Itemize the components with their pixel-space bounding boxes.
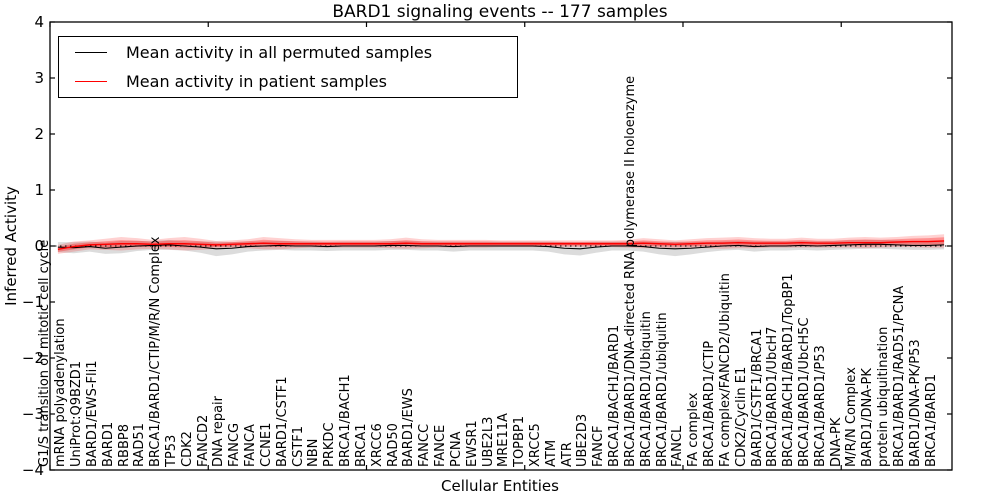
x-tick-label: FANCE (433, 424, 449, 467)
x-tick-label: BARD1/EWS-Fli1 (84, 360, 100, 468)
x-tick-label: BARD1/EWS (401, 388, 417, 467)
x-tick-label: BRCA1/BARD1/RAD51/PCNA (891, 285, 907, 467)
patient-mean-line (57, 240, 945, 251)
x-tick-label: FANCL (670, 425, 686, 467)
x-tick-label: BRCA1/BACH1/BARD1 (607, 324, 623, 467)
x-tick-label: TP53 (164, 434, 179, 467)
legend-line-permuted-icon (75, 52, 107, 53)
x-tick-label: BARD1/DNA-PK/P53 (907, 339, 923, 467)
x-tick-label: CDK2/Cyclin E1 (733, 366, 749, 467)
x-tick-label: BRCA1/BACH1 (338, 374, 354, 467)
x-tick-label: UBE2L3 (480, 416, 496, 467)
x-tick-label: mRNA polyadenylation (53, 318, 69, 467)
x-tick-label: BRCA1/BARD1/CTIP (702, 340, 718, 467)
x-tick-label: FA complex/FANCD2/Ubiquitin (717, 273, 733, 467)
x-tick-label: FANCC (417, 423, 433, 467)
x-tick-label: ATM (543, 439, 559, 467)
y-tick-label: 1 (34, 181, 44, 199)
x-tick-label: BRCA1/BACH1/BARD1/TopBP1 (781, 273, 797, 467)
x-tick-label: M/R/N Complex (844, 367, 860, 467)
x-tick-label: BARD1/DNA-PK (860, 368, 876, 467)
x-tick-label: BRCA1/BARD1/Ubiquitin (638, 311, 654, 467)
legend: Mean activity in all permuted samples Me… (58, 36, 518, 98)
x-tick-label: DNA repair (211, 396, 227, 467)
x-tick-label: BRCA1 (353, 423, 369, 467)
x-tick-label: XRCC5 (527, 423, 543, 467)
y-tick-label: −4 (21, 461, 44, 479)
x-tick-label: MRE11A (496, 413, 512, 467)
y-tick-label: −1 (21, 293, 44, 311)
x-tick-label: FA complex (686, 392, 702, 467)
y-tick-label: −2 (21, 349, 44, 367)
x-tick-label: PRKDC (322, 422, 338, 467)
x-tick-label: RAD51 (132, 423, 148, 467)
x-tick-label: DNA-PK (828, 417, 844, 467)
y-tick-label: 3 (34, 69, 44, 87)
x-tick-label: UniProt:Q9BZD1 (69, 360, 85, 467)
x-tick-label: PCNA (448, 431, 464, 467)
x-tick-label: RAD50 (385, 423, 401, 467)
y-tick-label: −3 (21, 405, 44, 423)
legend-entry-patient: Mean activity in patient samples (75, 70, 517, 94)
y-tick-label: 0 (34, 237, 44, 255)
x-tick-label: NBN (306, 438, 322, 467)
x-tick-label: BRCA1/BARD1/UbcH5C (796, 317, 812, 467)
x-tick-label: FANCF (591, 425, 607, 467)
chart-title: BARD1 signaling events -- 177 samples (332, 2, 668, 22)
x-tick-label: UBE2D3 (575, 413, 591, 467)
y-tick-label: 2 (34, 125, 44, 143)
x-tick-label: CSTF1 (290, 425, 306, 467)
x-tick-label: BRCA1/BARD1/CTIP/M/R/N Complex (148, 236, 164, 467)
x-tick-label: CCNE1 (258, 422, 274, 467)
x-tick-label: BRCA1/BARD1/P53 (812, 345, 828, 467)
x-tick-label: XRCC6 (369, 423, 385, 467)
x-tick-label: ATR (559, 442, 575, 467)
x-tick-label: G1/S transition of mitotic cell cycle (37, 239, 53, 467)
x-tick-label: protein ubiquitination (876, 326, 892, 467)
legend-line-patient-icon (75, 81, 107, 82)
patient-band-inner (57, 237, 945, 252)
x-tick-label: BRCA1/BARD1/UbcH7 (765, 326, 781, 467)
legend-entry-permuted: Mean activity in all permuted samples (75, 41, 517, 65)
permuted-mean-line (57, 243, 945, 250)
x-tick-label: BARD1/CSTF1 (274, 376, 290, 467)
x-tick-label: BRCA1/BARD1 (923, 373, 939, 467)
y-tick-label: 4 (34, 13, 44, 31)
x-tick-label: BRCA1/BARD1/ubiquitin (654, 312, 670, 467)
x-tick-label: BARD1/CSTF1/BRCA1 (749, 328, 765, 467)
x-tick-label: BARD1 (100, 421, 116, 467)
legend-label-permuted: Mean activity in all permuted samples (126, 43, 433, 62)
legend-label-patient: Mean activity in patient samples (126, 72, 387, 91)
x-tick-label: RBBP8 (116, 424, 132, 467)
x-tick-label: TOPBP1 (512, 415, 528, 467)
x-tick-label: BRCA1/BARD1/DNA-directed RNA polymerase … (622, 75, 638, 467)
x-tick-label: FANCA (243, 424, 259, 467)
x-tick-label: CDK2 (179, 431, 195, 467)
x-axis-title: Cellular Entities (441, 477, 559, 495)
x-tick-label: EWSR1 (464, 420, 480, 467)
x-tick-label: FANCD2 (195, 414, 211, 467)
x-tick-label: FANCG (227, 422, 243, 467)
